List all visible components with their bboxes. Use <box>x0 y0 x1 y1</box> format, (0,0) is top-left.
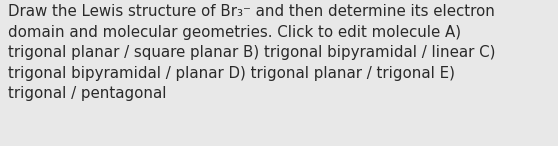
Text: Draw the Lewis structure of Br₃⁻ and then determine its electron
domain and mole: Draw the Lewis structure of Br₃⁻ and the… <box>8 4 496 101</box>
